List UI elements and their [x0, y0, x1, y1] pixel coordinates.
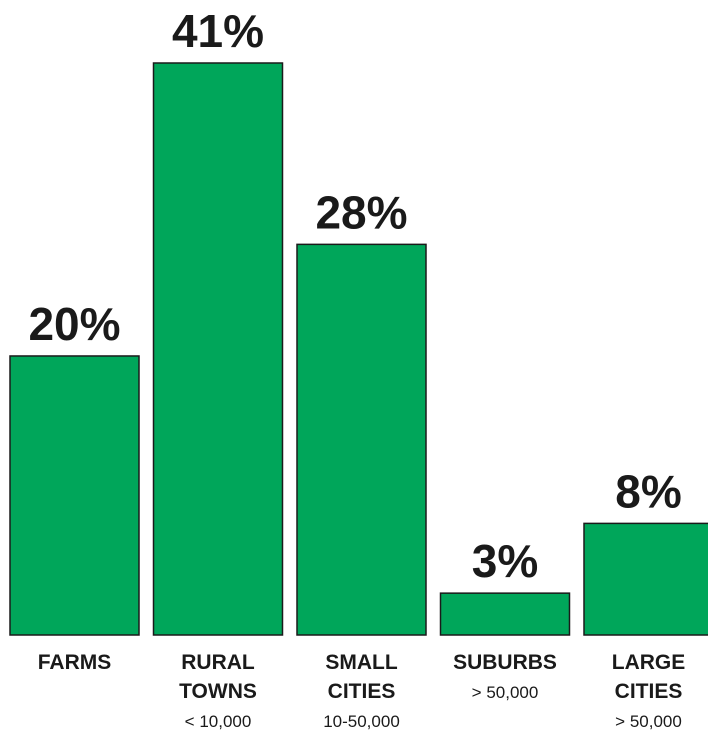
category-labels-layer: FARMS RURAL TOWNS < 10,000 SMALL CITIES 10-50,… [38, 651, 686, 731]
category-label-0-line-0: FARMS [38, 651, 112, 674]
category-sublabel-2: 10-50,000 [323, 712, 400, 731]
category-label-3-line-0: SUBURBS [453, 651, 557, 674]
value-label-2: 28% [315, 186, 407, 238]
value-label-0: 20% [28, 298, 120, 350]
bar-4 [583, 522, 708, 636]
value-label-3: 3% [472, 535, 538, 587]
category-label-2-line-0: SMALL [325, 651, 397, 674]
bars-layer [9, 62, 708, 636]
category-label-4-line-0: LARGE [612, 651, 686, 674]
category-label-2-line-1: CITIES [328, 680, 396, 703]
value-label-1: 41% [172, 5, 264, 57]
category-sublabel-1: < 10,000 [185, 712, 252, 731]
bar-0 [9, 355, 140, 636]
category-label-4-line-1: CITIES [615, 680, 683, 703]
category-label-1-line-1: TOWNS [179, 680, 257, 703]
bar-2 [296, 243, 427, 636]
value-labels-layer: 20% 41% 28% 3% 8% [28, 5, 681, 587]
category-sublabel-3: > 50,000 [472, 683, 539, 702]
value-label-4: 8% [615, 465, 681, 517]
category-label-1-line-0: RURAL [181, 651, 255, 674]
category-sublabel-4: > 50,000 [615, 712, 682, 731]
bar-3 [439, 592, 571, 636]
bar-1 [152, 62, 284, 636]
